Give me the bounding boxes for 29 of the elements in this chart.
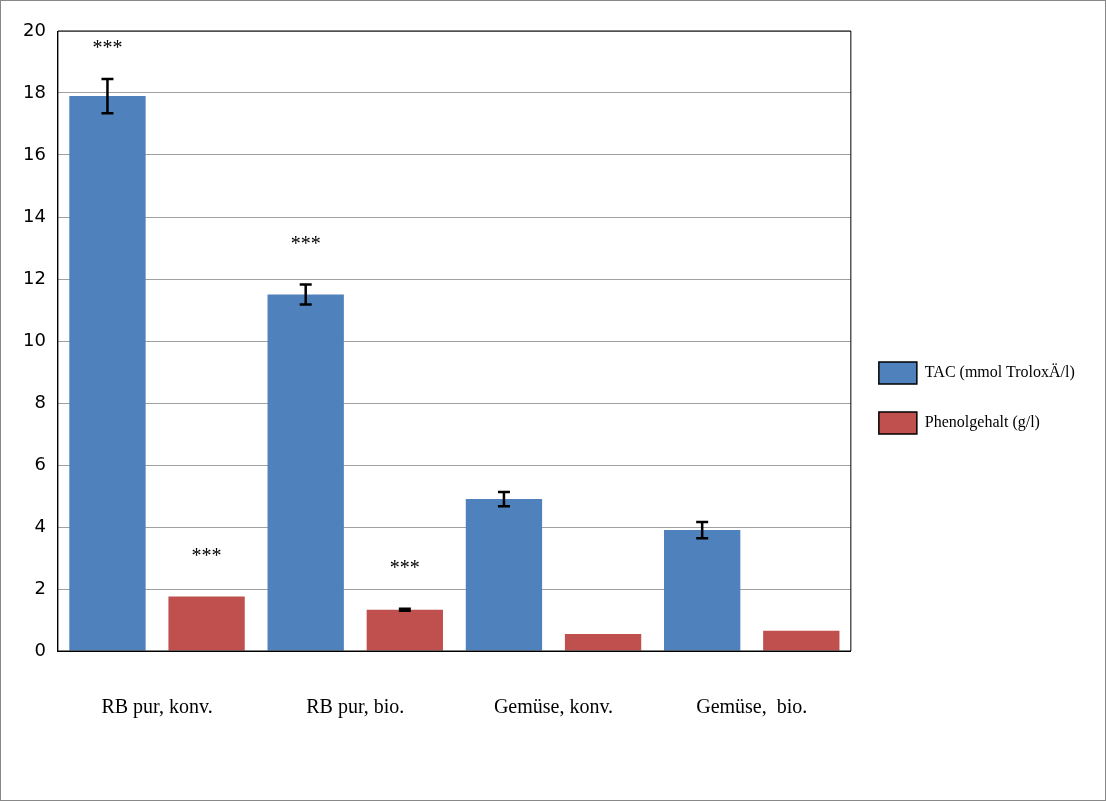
bar [465,499,543,651]
x-tick-label: Gemüse, bio. [696,695,808,718]
legend-label: TAC (mmol TroloxÄ/l) [924,363,1075,382]
annotation: *** [290,231,321,254]
bar [564,633,642,651]
x-tick-label: RB pur, bio. [306,695,405,719]
bar [763,630,840,651]
annotation: *** [389,556,420,579]
y-tick-label: 2 [34,576,46,598]
bar [69,96,146,651]
y-tick-label: 18 [23,80,46,102]
annotation: *** [92,36,123,59]
y-tick-label: 20 [23,18,46,40]
y-tick-label: 14 [23,204,46,226]
y-tick-label: 4 [34,514,46,536]
y-tick-label: 6 [34,452,46,474]
y-tick-label: 0 [34,638,46,660]
y-tick-label: 16 [23,142,46,164]
y-tick-label: 8 [34,390,46,412]
x-tick-label: Gemüse, konv. [493,695,614,718]
bar [664,530,741,651]
bar [366,609,443,651]
y-tick-label: 10 [23,328,46,350]
y-tick-label: 12 [23,266,46,288]
x-tick-label: RB pur, konv. [101,695,213,719]
bar [168,596,245,651]
legend-label: Phenolgehalt (g/l) [924,413,1040,432]
annotation: *** [191,543,222,566]
bar [267,294,344,651]
